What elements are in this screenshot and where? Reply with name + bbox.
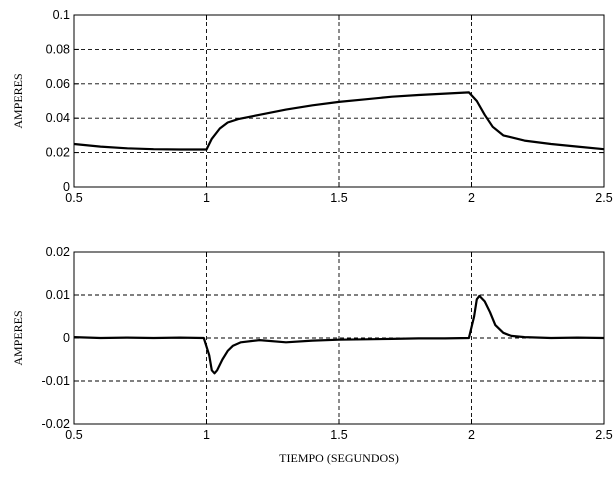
plot1-xtick-label: 1 (203, 191, 210, 205)
plot1-xtick-label: 1.5 (330, 191, 347, 205)
plot1-ytick-label: 0.02 (46, 146, 70, 160)
plot2-xlabel: TIEMPO (SEGUNDOS) (279, 451, 399, 465)
plot2-ytick-label: -0.01 (42, 374, 71, 388)
plot2-ytick-label: 0.01 (46, 288, 70, 302)
plot2-xtick-label: 2 (468, 428, 475, 442)
plot2-xtick-label: 0.5 (65, 428, 82, 442)
plot2-ytick-label: 0 (63, 331, 70, 345)
plot1-ytick-label: 0 (63, 180, 70, 194)
plot-2: 0.5 1 1.5 2 2.5 -0.02 -0.01 0 0.01 0.02 AMPERES TIE… (11, 245, 613, 465)
plot1-ytick-label: 0.04 (46, 111, 70, 125)
plot1-series-line (73, 91, 605, 151)
plot2-ytick-label: -0.02 (42, 417, 71, 431)
plot1-xtick-label: 0.5 (65, 191, 82, 205)
plot1-xtick-label: 2 (468, 191, 475, 205)
plot1-frame (73, 14, 605, 188)
plot1-ytick-label: 0.06 (46, 77, 70, 91)
plot2-xtick-label: 2.5 (595, 428, 612, 442)
plot2-xtick-label: 1.5 (330, 428, 347, 442)
plot1-ytick-label: 0.1 (53, 8, 70, 22)
plot1-xtick-label: 2.5 (595, 191, 612, 205)
plot-1: 0.5 1 1.5 2 2.5 0 0.02 0.04 0.06 0.08 0.1 AMPERES (11, 8, 613, 205)
plot2-ylabel: AMPERES (11, 310, 25, 365)
plot2-xtick-label: 1 (203, 428, 210, 442)
plot2-series-line (73, 294, 605, 375)
plot1-ytick-label: 0.08 (46, 42, 70, 56)
plot2-ytick-label: 0.02 (46, 245, 70, 259)
plot1-ylabel: AMPERES (11, 73, 25, 128)
